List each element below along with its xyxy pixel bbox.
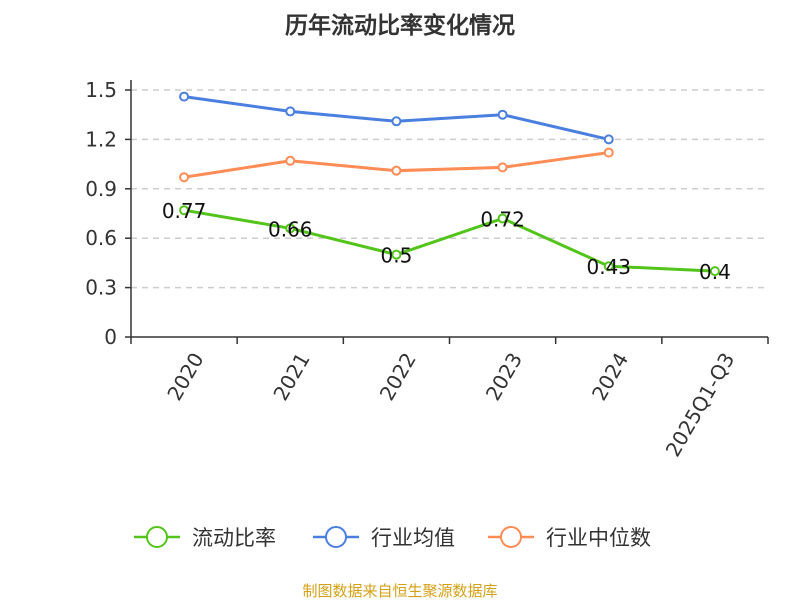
x-tick-label: 2020 <box>162 349 208 405</box>
x-tick-label: 2023 <box>481 349 527 405</box>
x-tick-label: 2021 <box>268 349 314 405</box>
legend-label: 行业中位数 <box>546 526 651 550</box>
data-point <box>497 162 508 173</box>
x-tick-label: 2024 <box>587 349 633 405</box>
data-point <box>179 172 190 183</box>
data-label: 0.77 <box>162 199 207 223</box>
data-point <box>391 165 402 176</box>
data-label: 0.5 <box>381 244 413 268</box>
data-point <box>179 205 190 216</box>
legend-marker <box>325 526 347 548</box>
data-point <box>603 134 614 145</box>
y-tick-label: 1.5 <box>85 78 117 102</box>
data-point <box>497 213 508 224</box>
data-point <box>179 91 190 102</box>
legend-label: 流动比率 <box>192 526 276 550</box>
data-point <box>391 249 402 260</box>
x-tick-label: 2025Q1-Q3 <box>661 349 740 461</box>
y-tick-label: 0.3 <box>85 276 117 300</box>
data-point <box>285 106 296 117</box>
data-label: 0.72 <box>480 207 525 231</box>
data-label: 0.4 <box>699 260 731 284</box>
data-point <box>603 147 614 158</box>
y-tick-label: 1.2 <box>85 127 117 151</box>
data-point <box>709 266 720 277</box>
data-label: 0.66 <box>268 217 313 241</box>
data-point <box>497 109 508 120</box>
data-point <box>285 155 296 166</box>
data-label: 0.43 <box>586 255 631 279</box>
y-tick-label: 0.6 <box>85 226 117 250</box>
chart-title: 历年流动比率变化情况 <box>285 12 515 39</box>
data-point <box>285 223 296 234</box>
data-point <box>391 116 402 127</box>
y-tick-label: 0.9 <box>85 177 117 201</box>
legend-marker <box>500 526 522 548</box>
legend-marker <box>146 526 168 548</box>
data-point <box>603 261 614 272</box>
series-line <box>183 208 715 273</box>
legend-label: 行业均值 <box>371 526 455 550</box>
source-note: 制图数据来自恒生聚源数据库 <box>302 582 497 600</box>
x-tick-label: 2022 <box>375 349 421 405</box>
y-tick-label: 0 <box>104 325 117 349</box>
